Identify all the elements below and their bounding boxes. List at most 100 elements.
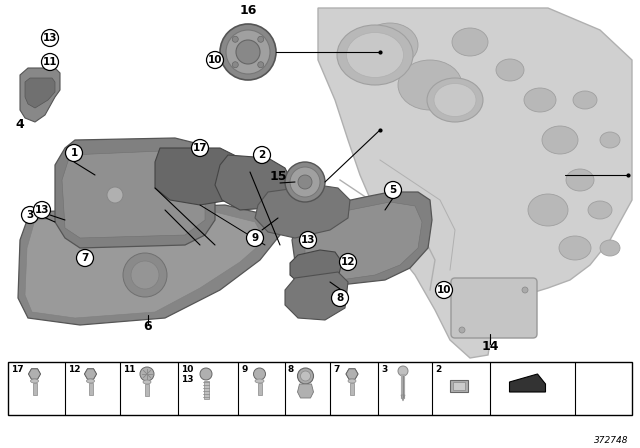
Text: 2: 2 xyxy=(259,150,266,160)
Circle shape xyxy=(332,289,349,306)
Circle shape xyxy=(232,62,238,68)
Ellipse shape xyxy=(528,194,568,226)
Polygon shape xyxy=(215,155,292,210)
Text: 12: 12 xyxy=(68,365,81,374)
Text: 11: 11 xyxy=(123,365,136,374)
Bar xyxy=(450,379,468,392)
Polygon shape xyxy=(29,369,40,379)
Text: 14: 14 xyxy=(481,340,499,353)
Circle shape xyxy=(301,371,310,381)
Polygon shape xyxy=(155,148,250,205)
Text: 1: 1 xyxy=(70,148,77,158)
Text: 10: 10 xyxy=(208,55,222,65)
Bar xyxy=(204,381,209,399)
Polygon shape xyxy=(84,369,97,379)
Polygon shape xyxy=(346,369,358,379)
Bar xyxy=(88,383,93,395)
Circle shape xyxy=(258,62,264,68)
Bar xyxy=(8,362,632,415)
Circle shape xyxy=(226,30,270,74)
Circle shape xyxy=(42,53,58,70)
Circle shape xyxy=(435,281,452,298)
Circle shape xyxy=(22,207,38,224)
Circle shape xyxy=(77,250,93,267)
Text: 3: 3 xyxy=(381,365,387,374)
Circle shape xyxy=(232,36,238,42)
Ellipse shape xyxy=(566,169,594,191)
Circle shape xyxy=(131,261,159,289)
Ellipse shape xyxy=(524,88,556,112)
Text: 6: 6 xyxy=(144,320,152,333)
Polygon shape xyxy=(62,150,205,238)
Text: 5: 5 xyxy=(389,185,397,195)
Circle shape xyxy=(33,202,51,219)
Polygon shape xyxy=(84,369,97,379)
Ellipse shape xyxy=(427,78,483,122)
Polygon shape xyxy=(346,369,358,379)
Text: 9: 9 xyxy=(252,233,259,243)
Ellipse shape xyxy=(143,380,151,384)
Ellipse shape xyxy=(434,83,476,116)
Circle shape xyxy=(300,232,317,249)
Bar xyxy=(350,383,354,395)
Polygon shape xyxy=(298,384,314,398)
Circle shape xyxy=(339,254,356,271)
Text: 11: 11 xyxy=(43,57,57,67)
Circle shape xyxy=(298,175,312,189)
Circle shape xyxy=(123,253,167,297)
Bar xyxy=(33,383,36,395)
Polygon shape xyxy=(20,68,60,122)
Circle shape xyxy=(258,36,264,42)
Text: 16: 16 xyxy=(239,4,257,17)
Polygon shape xyxy=(401,395,405,401)
Ellipse shape xyxy=(452,28,488,56)
Polygon shape xyxy=(25,78,55,108)
Polygon shape xyxy=(25,212,265,318)
Ellipse shape xyxy=(573,91,597,109)
Polygon shape xyxy=(292,192,432,285)
Ellipse shape xyxy=(346,33,403,78)
Ellipse shape xyxy=(496,59,524,81)
Circle shape xyxy=(246,229,264,246)
Circle shape xyxy=(253,146,271,164)
Text: 7: 7 xyxy=(333,365,339,374)
Text: 8: 8 xyxy=(288,365,294,374)
Bar xyxy=(145,384,149,396)
Circle shape xyxy=(220,24,276,80)
Ellipse shape xyxy=(542,126,578,154)
Circle shape xyxy=(398,366,408,376)
Ellipse shape xyxy=(255,379,264,383)
Polygon shape xyxy=(55,138,215,248)
Text: 15: 15 xyxy=(270,170,287,183)
Text: 2: 2 xyxy=(435,365,441,374)
Ellipse shape xyxy=(337,25,413,85)
Text: 17: 17 xyxy=(11,365,24,374)
Circle shape xyxy=(522,287,528,293)
Text: 13: 13 xyxy=(43,33,57,43)
Ellipse shape xyxy=(600,132,620,148)
Circle shape xyxy=(285,162,325,202)
Ellipse shape xyxy=(600,240,620,256)
Text: 7: 7 xyxy=(81,253,89,263)
Polygon shape xyxy=(290,250,342,286)
Ellipse shape xyxy=(559,236,591,260)
FancyBboxPatch shape xyxy=(451,278,537,338)
Circle shape xyxy=(298,368,314,384)
Circle shape xyxy=(385,181,401,198)
Circle shape xyxy=(107,187,123,203)
Polygon shape xyxy=(509,374,545,392)
Text: 17: 17 xyxy=(193,143,207,153)
Text: 9: 9 xyxy=(241,365,248,374)
Ellipse shape xyxy=(31,379,38,383)
Bar xyxy=(257,383,262,395)
Circle shape xyxy=(65,145,83,161)
Ellipse shape xyxy=(588,201,612,219)
Polygon shape xyxy=(255,185,350,238)
Text: 3: 3 xyxy=(26,210,34,220)
Ellipse shape xyxy=(348,379,356,383)
Circle shape xyxy=(207,52,223,69)
Circle shape xyxy=(200,368,212,380)
Text: 13: 13 xyxy=(301,235,316,245)
Text: 372748: 372748 xyxy=(593,436,628,445)
Circle shape xyxy=(191,139,209,156)
